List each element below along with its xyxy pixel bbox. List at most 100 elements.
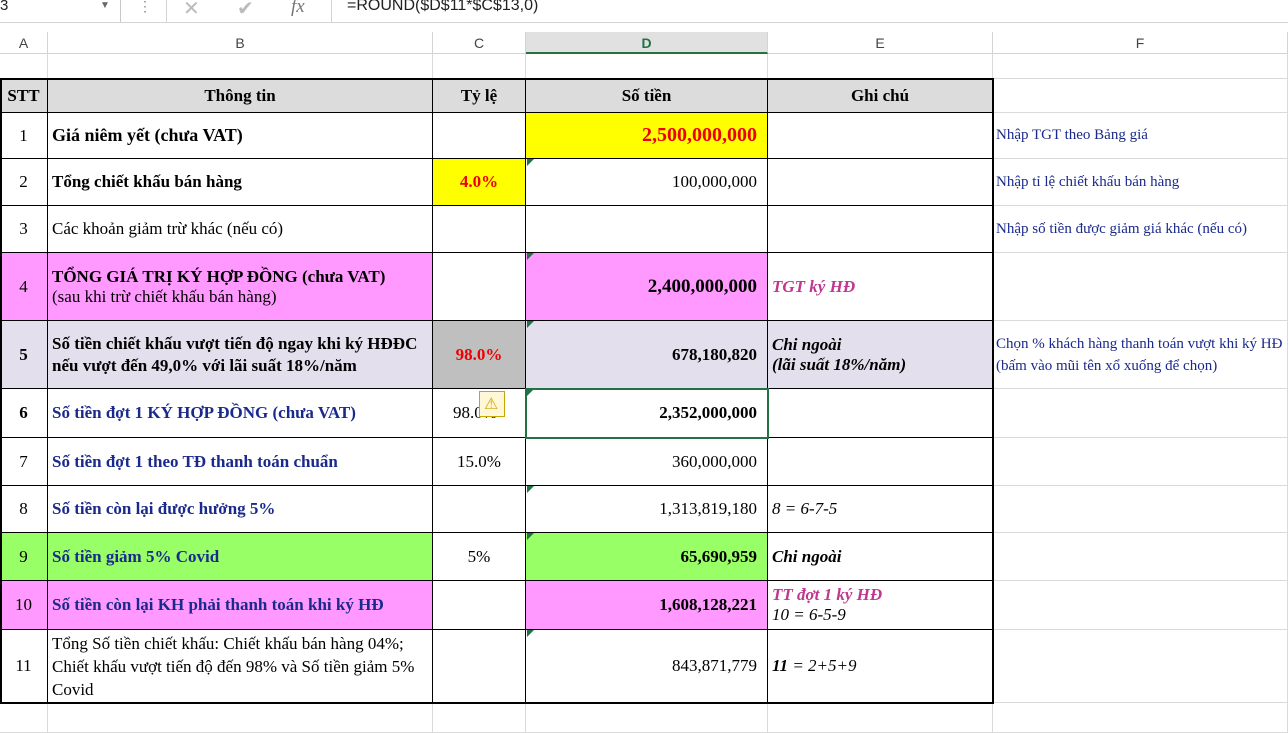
row-note[interactable]: 8 = 6-7-5	[768, 486, 993, 533]
row-stt[interactable]: 5	[0, 321, 48, 389]
row-amount[interactable]: 678,180,820	[526, 321, 768, 389]
empty-cell[interactable]	[0, 703, 48, 733]
row-note[interactable]: TGT ký HĐ	[768, 253, 993, 321]
header-info[interactable]: Thông tin	[48, 79, 433, 113]
row-stt[interactable]: 3	[0, 206, 48, 253]
row-stt[interactable]: 2	[0, 159, 48, 206]
row-note[interactable]	[768, 389, 993, 438]
empty-cell[interactable]	[526, 54, 768, 79]
row-info[interactable]: Số tiền đợt 1 theo TĐ thanh toán chuẩn	[48, 438, 433, 486]
row-hint[interactable]: Nhập TGT theo Bảng giá	[993, 113, 1288, 159]
formula-input[interactable]: =ROUND($D$11*$C$13,0)	[347, 0, 539, 14]
row-note[interactable]	[768, 159, 993, 206]
row-rate[interactable]: 4.0%	[433, 159, 526, 206]
enter-icon[interactable]: ✔	[237, 0, 254, 20]
row-amount[interactable]: 2,500,000,000	[526, 113, 768, 159]
formula-indicator	[527, 253, 534, 260]
row-note[interactable]: 11 = 2+5+9	[768, 630, 993, 703]
name-box[interactable]: 3 ▼	[0, 0, 121, 22]
row-rate[interactable]: 5%	[433, 533, 526, 581]
row-note[interactable]	[768, 113, 993, 159]
row-stt[interactable]: 11	[0, 630, 48, 703]
empty-cell[interactable]	[433, 703, 526, 733]
row-rate[interactable]	[433, 206, 526, 253]
formula-indicator	[527, 486, 534, 493]
chevron-down-icon[interactable]: ▼	[100, 0, 110, 11]
row-rate[interactable]	[433, 253, 526, 321]
column-header-a[interactable]: A	[0, 32, 48, 54]
header-amount[interactable]: Số tiền	[526, 79, 768, 113]
row-amount[interactable]: 843,871,779	[526, 630, 768, 703]
formula-indicator	[527, 389, 534, 396]
row-rate[interactable]	[433, 486, 526, 533]
row-note[interactable]: TT đợt 1 ký HĐ 10 = 6-5-9	[768, 581, 993, 630]
row-hint[interactable]	[993, 533, 1288, 581]
row-hint[interactable]: Nhập số tiền được giảm giá khác (nếu có)	[993, 206, 1288, 253]
row-hint[interactable]: Chọn % khách hàng thanh toán vượt khi ký…	[993, 321, 1288, 389]
row-amount[interactable]: 1,608,128,221	[526, 581, 768, 630]
row-note[interactable]	[768, 438, 993, 486]
row-hint[interactable]	[993, 389, 1288, 438]
row-hint[interactable]	[993, 486, 1288, 533]
row-stt[interactable]: 7	[0, 438, 48, 486]
row-hint[interactable]: Nhập tỉ lệ chiết khấu bán hàng	[993, 159, 1288, 206]
empty-cell[interactable]	[433, 54, 526, 79]
row-amount[interactable]: 1,313,819,180	[526, 486, 768, 533]
empty-cell[interactable]	[526, 703, 768, 733]
row-rate[interactable]: 98.0%	[433, 321, 526, 389]
column-header-e[interactable]: E	[768, 32, 993, 54]
row-hint[interactable]	[993, 581, 1288, 630]
row-amount[interactable]: 100,000,000	[526, 159, 768, 206]
empty-cell[interactable]	[993, 54, 1288, 79]
row-stt[interactable]: 1	[0, 113, 48, 159]
row-amount[interactable]: 65,690,959	[526, 533, 768, 581]
insert-function-icon[interactable]: fx	[291, 0, 305, 17]
row-info[interactable]: Số tiền chiết khấu vượt tiến độ ngay khi…	[48, 321, 433, 389]
column-header-b[interactable]: B	[48, 32, 433, 54]
row-stt[interactable]: 9	[0, 533, 48, 581]
row-info[interactable]: Số tiền còn lại KH phải thanh toán khi k…	[48, 581, 433, 630]
row-stt[interactable]: 4	[0, 253, 48, 321]
row-rate[interactable]	[433, 581, 526, 630]
row-note[interactable]: Chi ngoài (lãi suất 18%/năm)	[768, 321, 993, 389]
row-hint[interactable]	[993, 253, 1288, 321]
row-note[interactable]: Chi ngoài	[768, 533, 993, 581]
empty-cell[interactable]	[768, 703, 993, 733]
row-info[interactable]: Giá niêm yết (chưa VAT)	[48, 113, 433, 159]
row-amount[interactable]	[526, 206, 768, 253]
empty-cell[interactable]	[768, 54, 993, 79]
header-note[interactable]: Ghi chú	[768, 79, 993, 113]
row-note[interactable]	[768, 206, 993, 253]
row-info[interactable]: Số tiền giảm 5% Covid	[48, 533, 433, 581]
row-stt[interactable]: 6	[0, 389, 48, 438]
row-info[interactable]: TỔNG GIÁ TRỊ KÝ HỢP ĐỒNG (chưa VAT) (sau…	[48, 253, 433, 321]
header-rate[interactable]: Tỷ lệ	[433, 79, 526, 113]
cancel-icon[interactable]: ✕	[183, 0, 200, 20]
row-info[interactable]: Tổng chiết khấu bán hàng	[48, 159, 433, 206]
header-stt[interactable]: STT	[0, 79, 48, 113]
row-info[interactable]: Các khoản giảm trừ khác (nếu có)	[48, 206, 433, 253]
row-info[interactable]: Số tiền đợt 1 KÝ HỢP ĐỒNG (chưa VAT)	[48, 389, 433, 438]
row-stt[interactable]: 10	[0, 581, 48, 630]
row-hint[interactable]	[993, 630, 1288, 703]
warning-icon[interactable]: ⚠	[479, 391, 505, 417]
row-rate[interactable]	[433, 630, 526, 703]
column-header-d[interactable]: D	[526, 32, 768, 54]
empty-cell[interactable]	[993, 703, 1288, 733]
row-rate[interactable]: 15.0%	[433, 438, 526, 486]
row-info[interactable]: Số tiền còn lại được hưởng 5%	[48, 486, 433, 533]
row-hint[interactable]	[993, 438, 1288, 486]
more-options-icon[interactable]: ⋮	[138, 0, 152, 14]
column-header-c[interactable]: C	[433, 32, 526, 54]
row-amount[interactable]: 2,400,000,000	[526, 253, 768, 321]
empty-cell[interactable]	[48, 54, 433, 79]
row-stt[interactable]: 8	[0, 486, 48, 533]
empty-cell[interactable]	[0, 54, 48, 79]
column-header-f[interactable]: F	[993, 32, 1288, 54]
empty-cell[interactable]	[993, 79, 1288, 113]
row-amount[interactable]: 360,000,000	[526, 438, 768, 486]
row-info[interactable]: Tổng Số tiền chiết khấu: Chiết khấu bán …	[48, 630, 433, 703]
row-rate[interactable]	[433, 113, 526, 159]
empty-cell[interactable]	[48, 703, 433, 733]
row-note-line1: TT đợt 1 ký HĐ	[772, 585, 883, 604]
